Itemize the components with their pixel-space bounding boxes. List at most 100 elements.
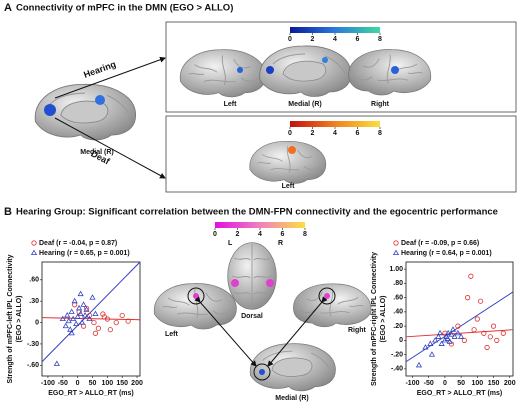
y-tick-label: .80 bbox=[393, 280, 403, 287]
point bbox=[62, 322, 69, 329]
colorbar-tick-label: 6 bbox=[356, 36, 360, 43]
point bbox=[477, 298, 484, 304]
x-tick-label: 200 bbox=[131, 380, 143, 387]
point bbox=[64, 312, 71, 318]
brain bbox=[153, 283, 237, 330]
point bbox=[428, 351, 436, 357]
point bbox=[455, 323, 461, 329]
point bbox=[500, 330, 506, 336]
legend-marker bbox=[392, 249, 400, 255]
y-tick-label: .20 bbox=[393, 323, 403, 330]
point bbox=[436, 329, 444, 336]
point bbox=[77, 310, 84, 317]
brain bbox=[249, 140, 327, 184]
point bbox=[79, 319, 86, 325]
point bbox=[465, 295, 471, 301]
point bbox=[451, 333, 458, 339]
point bbox=[432, 336, 439, 343]
x-tick-label: 50 bbox=[89, 380, 97, 387]
point bbox=[74, 313, 81, 319]
view-label: Left bbox=[282, 183, 296, 190]
point bbox=[125, 318, 131, 324]
deaf-box bbox=[165, 115, 517, 193]
blob bbox=[266, 279, 274, 287]
hearing-box bbox=[165, 21, 517, 113]
colorbar-tick-label: 4 bbox=[258, 231, 262, 238]
point bbox=[53, 360, 60, 366]
brain bbox=[179, 49, 266, 98]
blob bbox=[391, 66, 399, 74]
point bbox=[76, 304, 83, 311]
colorbar-tick-label: 2 bbox=[311, 130, 315, 137]
brain bbox=[249, 343, 336, 392]
view-label: Medial (R) bbox=[288, 101, 321, 108]
blob bbox=[95, 95, 105, 105]
x-tick-label: -100 bbox=[405, 380, 419, 387]
legend-label: Deaf (r = -0.04, p = 0.87) bbox=[39, 240, 117, 247]
arrow bbox=[54, 117, 166, 179]
y-tick-label: .30 bbox=[29, 298, 39, 305]
colorbar-tick-label: 6 bbox=[356, 130, 360, 137]
point bbox=[73, 320, 80, 326]
legend-label: Deaf (r = -0.09, p = 0.66) bbox=[401, 240, 479, 247]
brain bbox=[227, 242, 277, 310]
point bbox=[441, 336, 448, 343]
point bbox=[454, 329, 461, 336]
colorbar-tick-label: 4 bbox=[333, 130, 337, 137]
colorbar-tick-label: 2 bbox=[311, 36, 315, 43]
y-axis-label: (EGO > ALLO) bbox=[380, 296, 387, 343]
point bbox=[86, 315, 93, 321]
point bbox=[435, 333, 442, 339]
point bbox=[59, 315, 66, 321]
point bbox=[72, 302, 78, 308]
point bbox=[70, 315, 77, 321]
blob bbox=[259, 369, 265, 375]
view-label: Medial (R) bbox=[275, 395, 308, 402]
legend-marker bbox=[30, 249, 38, 255]
point bbox=[89, 294, 96, 300]
x-tick-label: 150 bbox=[116, 380, 128, 387]
point bbox=[68, 329, 75, 336]
x-tick-label: 0 bbox=[76, 380, 80, 387]
y-tick-label: -.60 bbox=[27, 362, 39, 369]
view-label: Dorsal bbox=[241, 313, 263, 320]
arrow bbox=[54, 56, 166, 99]
point bbox=[415, 361, 423, 368]
legend-marker bbox=[393, 240, 399, 246]
x-tick-label: 0 bbox=[443, 380, 447, 387]
colorbar-tick-label: 8 bbox=[303, 231, 307, 238]
legend-label: Hearing (r = 0.65, p = 0.001) bbox=[39, 250, 130, 257]
blob bbox=[237, 67, 243, 73]
point bbox=[67, 326, 74, 332]
x-tick-label: -100 bbox=[41, 380, 55, 387]
point bbox=[445, 329, 452, 336]
blob bbox=[322, 57, 328, 63]
colorbar bbox=[290, 27, 380, 33]
x-axis-label: EGO_RT > ALLO_RT (ms) bbox=[417, 390, 503, 397]
point bbox=[471, 327, 477, 333]
point bbox=[458, 333, 465, 339]
x-tick-label: 100 bbox=[101, 380, 113, 387]
point bbox=[490, 323, 497, 329]
panel-label: B bbox=[4, 206, 12, 218]
group-label: Hearing bbox=[82, 59, 117, 80]
point bbox=[474, 316, 480, 322]
colorbar bbox=[215, 222, 305, 228]
point bbox=[449, 326, 457, 332]
view-label: Right bbox=[348, 327, 367, 334]
colorbar-tick-label: 6 bbox=[281, 231, 285, 238]
y-tick-label: 0 bbox=[35, 319, 39, 326]
y-axis-label: Strength of mPFC-left IPL Connectivity bbox=[7, 254, 14, 383]
colorbar-tick-label: 0 bbox=[213, 231, 217, 238]
point bbox=[83, 305, 90, 311]
point bbox=[427, 340, 434, 346]
blob bbox=[288, 146, 296, 154]
point bbox=[71, 297, 78, 304]
colorbar-tick-label: 8 bbox=[378, 36, 382, 43]
point bbox=[80, 323, 87, 329]
x-tick-label: -50 bbox=[58, 380, 68, 387]
hemisphere-label: L bbox=[228, 240, 233, 247]
point bbox=[92, 310, 99, 317]
